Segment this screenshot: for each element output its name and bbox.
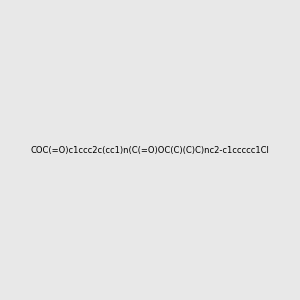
Text: COC(=O)c1ccc2c(cc1)n(C(=O)OC(C)(C)C)nc2-c1ccccc1Cl: COC(=O)c1ccc2c(cc1)n(C(=O)OC(C)(C)C)nc2-… bbox=[31, 146, 269, 154]
